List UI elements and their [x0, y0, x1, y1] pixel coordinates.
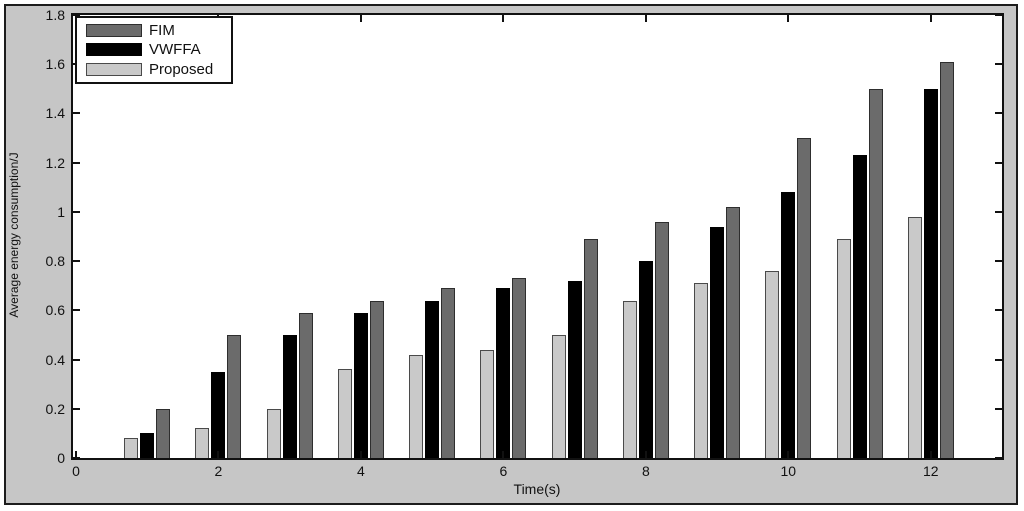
bar-fim-t12 [939, 61, 954, 458]
tick-mark [73, 14, 80, 16]
bar-vwffa-t2 [211, 371, 226, 458]
legend-label-vwffa: VWFFA [149, 41, 201, 59]
tick-mark [644, 15, 647, 22]
y-tick-label-0.8: 0.8 [45, 253, 65, 270]
legend-entry-vwffa: VWFFA [86, 41, 231, 59]
bar-vwffa-t8 [638, 261, 653, 458]
bar-fim-t5 [441, 288, 456, 458]
tick-mark [359, 451, 362, 458]
bar-fim-t3 [298, 312, 313, 458]
bar-proposed-t5 [409, 354, 424, 458]
tick-mark [995, 309, 1002, 312]
legend-entry-proposed: Proposed [86, 60, 231, 78]
x-axis-title: Time(s) [513, 481, 561, 497]
y-tick-label-1.2: 1.2 [45, 154, 65, 171]
tick-mark [75, 451, 77, 458]
tick-mark [217, 451, 220, 458]
bar-fim-t9 [726, 206, 741, 458]
bar-fim-t11 [868, 88, 883, 458]
bar-fim-t4 [369, 300, 384, 458]
tick-mark [359, 15, 362, 22]
bar-vwffa-t9 [710, 226, 725, 458]
y-tick-label-0: 0 [57, 450, 65, 466]
bar-fim-t1 [156, 408, 171, 458]
tick-mark [929, 15, 932, 22]
tick-mark [502, 15, 505, 22]
y-tick-label-1.8: 1.8 [45, 7, 65, 23]
tick-mark [502, 451, 505, 458]
bar-fim-t6 [512, 278, 527, 458]
y-tick-label-1: 1 [57, 203, 65, 220]
tick-mark [995, 457, 1002, 459]
bar-vwffa-t10 [781, 192, 796, 458]
tick-mark [929, 451, 932, 458]
tick-mark [73, 210, 80, 213]
tick-mark [995, 407, 1002, 410]
bar-fim-t7 [583, 238, 598, 458]
bar-proposed-t12 [907, 216, 922, 458]
bar-vwffa-t6 [496, 288, 511, 458]
bar-proposed-t3 [266, 408, 281, 458]
bar-proposed-t6 [480, 349, 495, 458]
tick-mark [73, 457, 80, 459]
legend-label-proposed: Proposed [149, 60, 214, 78]
legend-swatch-fim [86, 24, 142, 38]
plot-area: FIM VWFFA Proposed [71, 13, 1004, 460]
tick-mark [73, 161, 80, 164]
tick-mark [787, 15, 790, 22]
bar-proposed-t7 [551, 334, 566, 458]
bar-proposed-t1 [124, 438, 139, 458]
x-tick-label-10: 10 [780, 463, 797, 479]
bar-vwffa-t7 [567, 280, 582, 458]
bar-vwffa-t11 [852, 155, 867, 458]
bar-vwffa-t5 [425, 300, 440, 458]
bar-vwffa-t4 [353, 312, 368, 458]
tick-mark [995, 358, 1002, 361]
x-tick-label-4: 4 [357, 463, 365, 479]
legend-swatch-vwffa [86, 43, 142, 57]
legend-swatch-proposed [86, 62, 142, 76]
tick-mark [995, 63, 1002, 66]
tick-mark [995, 14, 1002, 16]
bar-vwffa-t1 [140, 433, 155, 458]
tick-mark [73, 260, 80, 263]
x-tick-label-6: 6 [499, 463, 508, 479]
bar-proposed-t10 [765, 270, 780, 458]
bar-proposed-t8 [622, 300, 637, 458]
tick-mark [73, 407, 80, 410]
tick-mark [995, 210, 1002, 213]
x-tick-label-2: 2 [214, 463, 223, 479]
x-tick-label-12: 12 [922, 463, 939, 479]
bar-proposed-t11 [836, 238, 851, 458]
y-tick-label-1.4: 1.4 [45, 105, 65, 122]
bar-fim-t2 [227, 334, 242, 458]
legend-entry-fim: FIM [86, 22, 231, 40]
tick-mark [995, 260, 1002, 263]
tick-mark [73, 309, 80, 312]
x-tick-label-8: 8 [641, 463, 650, 479]
bar-proposed-t9 [694, 283, 709, 458]
bar-vwffa-t12 [923, 88, 938, 458]
y-tick-label-1.6: 1.6 [45, 56, 65, 73]
y-tick-label-0.6: 0.6 [45, 302, 65, 319]
bar-proposed-t2 [195, 428, 210, 458]
legend-label-fim: FIM [149, 22, 175, 40]
bar-fim-t10 [797, 138, 812, 458]
tick-mark [644, 451, 647, 458]
tick-mark [787, 451, 790, 458]
bar-fim-t8 [654, 221, 669, 458]
tick-mark [73, 358, 80, 361]
bar-proposed-t4 [337, 369, 352, 458]
legend-box: FIM VWFFA Proposed [75, 16, 233, 84]
y-tick-label-0.4: 0.4 [45, 351, 65, 368]
y-tick-label-0.2: 0.2 [45, 400, 65, 417]
tick-mark [73, 112, 80, 115]
bar-vwffa-t3 [282, 334, 297, 458]
tick-mark [995, 161, 1002, 164]
tick-mark [995, 112, 1002, 115]
x-tick-label-0: 0 [72, 463, 80, 479]
